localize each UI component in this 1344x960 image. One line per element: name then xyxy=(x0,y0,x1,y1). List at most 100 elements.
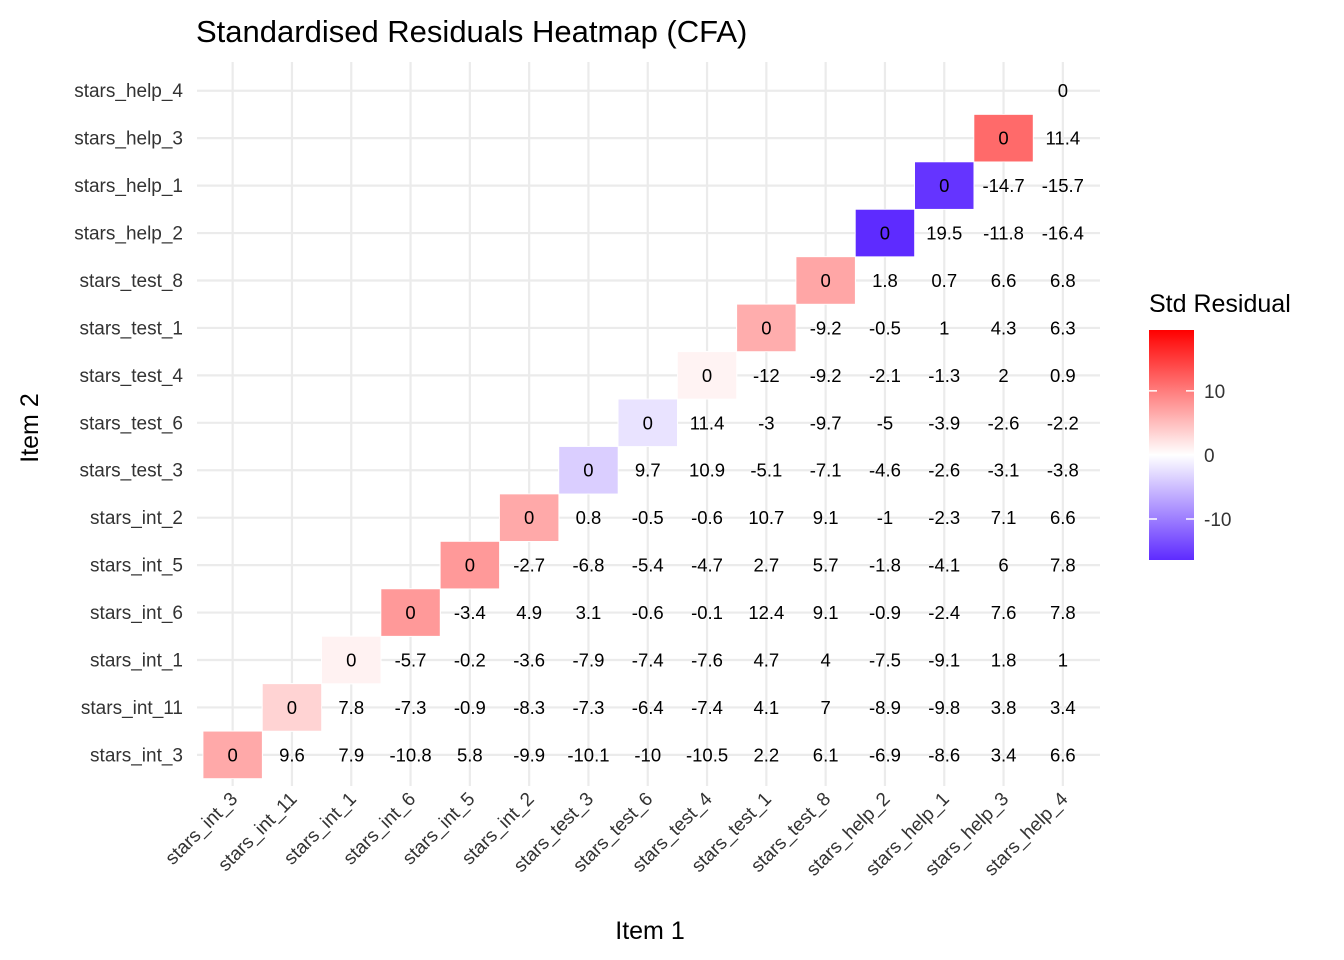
cell-value-label: -0.1 xyxy=(691,602,723,623)
cell-value-label: -7.1 xyxy=(810,460,842,481)
cell-value-label: 1 xyxy=(1058,650,1068,671)
cell-value-label: 0 xyxy=(287,697,297,718)
heatmap-cell xyxy=(677,351,738,400)
cell-value-label: -5.7 xyxy=(395,650,427,671)
cell-value-label: -3.6 xyxy=(513,650,545,671)
cell-value-label: -3 xyxy=(758,412,774,433)
heatmap-cells xyxy=(202,114,1034,779)
cell-value-label: -9.9 xyxy=(513,744,545,765)
x-axis-title: Item 1 xyxy=(615,917,684,945)
legend-tick-label: 0 xyxy=(1204,446,1215,467)
heatmap-cell xyxy=(795,256,856,305)
cell-value-label: 4.3 xyxy=(991,317,1017,338)
cell-value-label: 10.9 xyxy=(689,460,725,481)
cell-value-label: 6 xyxy=(998,555,1008,576)
y-tick-label: stars_int_11 xyxy=(81,698,183,719)
cell-value-label: -7.6 xyxy=(691,650,723,671)
cell-value-label: -2.1 xyxy=(869,365,901,386)
cell-value-label: -4.7 xyxy=(691,555,723,576)
cell-value-label: 0.8 xyxy=(576,507,602,528)
heatmap-cell xyxy=(973,114,1034,163)
y-tick-label: stars_int_2 xyxy=(90,508,183,529)
cell-value-label: 5.7 xyxy=(813,555,839,576)
gridlines xyxy=(197,62,1100,786)
cell-value-label: -16.4 xyxy=(1042,223,1084,244)
cell-value-label: -8.6 xyxy=(928,744,960,765)
cell-value-label: 1 xyxy=(939,317,949,338)
cell-value-label: -7.3 xyxy=(573,697,605,718)
cell-value-label: 19.5 xyxy=(926,223,962,244)
cell-value-label: 7.8 xyxy=(338,697,364,718)
cell-value-label: -2.6 xyxy=(988,412,1020,433)
cell-value-label: 3.8 xyxy=(991,697,1017,718)
legend-title: Std Residual xyxy=(1149,290,1291,318)
cell-value-label: 12.4 xyxy=(748,602,784,623)
heatmap-cell xyxy=(202,730,263,779)
y-tick-label: stars_test_1 xyxy=(80,318,184,339)
cell-value-label: 0.9 xyxy=(1050,365,1076,386)
cell-value-label: -9.8 xyxy=(928,697,960,718)
cell-value-label: -5 xyxy=(877,412,893,433)
y-tick-label: stars_int_5 xyxy=(90,556,183,577)
y-tick-label: stars_help_4 xyxy=(74,81,183,102)
cell-value-label: 7.9 xyxy=(338,744,364,765)
cell-value-label: 4.9 xyxy=(516,602,542,623)
cell-value-label: -2.7 xyxy=(513,555,545,576)
heatmap-cell xyxy=(558,446,619,495)
cell-value-label: 0 xyxy=(998,128,1008,149)
cell-value-label: 0 xyxy=(524,507,534,528)
cell-value-label: -2.4 xyxy=(928,602,960,623)
heatmap-cell xyxy=(321,635,382,685)
cell-value-label: -0.2 xyxy=(454,650,486,671)
cell-value-label: 5.8 xyxy=(457,744,483,765)
cell-value-label: -9.1 xyxy=(928,650,960,671)
cell-value-label: 6.6 xyxy=(1050,507,1076,528)
cell-value-label: 3.4 xyxy=(1050,697,1076,718)
cell-value-label: 7.8 xyxy=(1050,555,1076,576)
heatmap-cell xyxy=(439,541,500,590)
cell-value-label: -2.3 xyxy=(928,507,960,528)
legend-colorbar xyxy=(1149,330,1194,560)
cell-value-label: -7.3 xyxy=(395,697,427,718)
y-tick-label: stars_test_6 xyxy=(80,413,184,434)
cell-value-label: 2.2 xyxy=(753,744,779,765)
y-axis-title: Item 2 xyxy=(16,393,44,462)
cell-labels: 0 9.607.97.80-10.8-7.3-5.705.8-0.9-0.2-3.… xyxy=(228,80,1084,765)
heatmap-cell xyxy=(854,208,915,258)
cell-value-label: 0 xyxy=(346,650,356,671)
legend-ticks: 10 0 -10 xyxy=(1149,382,1231,531)
cell-value-label: -9.2 xyxy=(810,317,842,338)
cell-value-label: -15.7 xyxy=(1042,175,1084,196)
cell-value-label: -10 xyxy=(634,744,661,765)
cell-value-label: 2.7 xyxy=(753,555,779,576)
cell-value-label: 0.7 xyxy=(931,270,957,291)
legend-tick-label: -10 xyxy=(1204,510,1231,531)
cell-value-label: 7.8 xyxy=(1050,602,1076,623)
cell-value-label: -3.4 xyxy=(454,602,486,623)
heatmap-cell xyxy=(261,683,322,732)
cell-value-label: -6.9 xyxy=(869,744,901,765)
cell-value-label: -14.7 xyxy=(982,175,1024,196)
cell-value-label: 0 xyxy=(583,460,593,481)
cell-value-label: -11.8 xyxy=(983,223,1024,244)
cell-value-label: -12 xyxy=(753,365,780,386)
cell-value-label: 11.4 xyxy=(1046,128,1081,149)
cell-value-label: -4.6 xyxy=(869,460,901,481)
y-tick-label: stars_help_2 xyxy=(74,224,183,245)
cell-value-label: 0 xyxy=(880,223,890,244)
cell-value-label: 7.6 xyxy=(991,602,1017,623)
legend-tick-label: 10 xyxy=(1204,382,1225,403)
cell-value-label: 7.1 xyxy=(991,507,1017,528)
heatmap-cell xyxy=(617,398,678,447)
cell-value-label: 6.3 xyxy=(1050,317,1076,338)
cell-value-label: -0.6 xyxy=(632,602,664,623)
cell-value-label: -5.1 xyxy=(750,460,782,481)
cell-value-label: 0 xyxy=(821,270,831,291)
cell-value-label: 0 xyxy=(761,317,771,338)
cell-value-label: 0 xyxy=(939,175,949,196)
cell-value-label: 9.7 xyxy=(635,460,661,481)
heatmap-cell xyxy=(914,161,975,210)
cell-value-label: 1.8 xyxy=(991,650,1017,671)
cell-value-label: -7.4 xyxy=(632,650,664,671)
cell-value-label: -0.6 xyxy=(691,507,723,528)
